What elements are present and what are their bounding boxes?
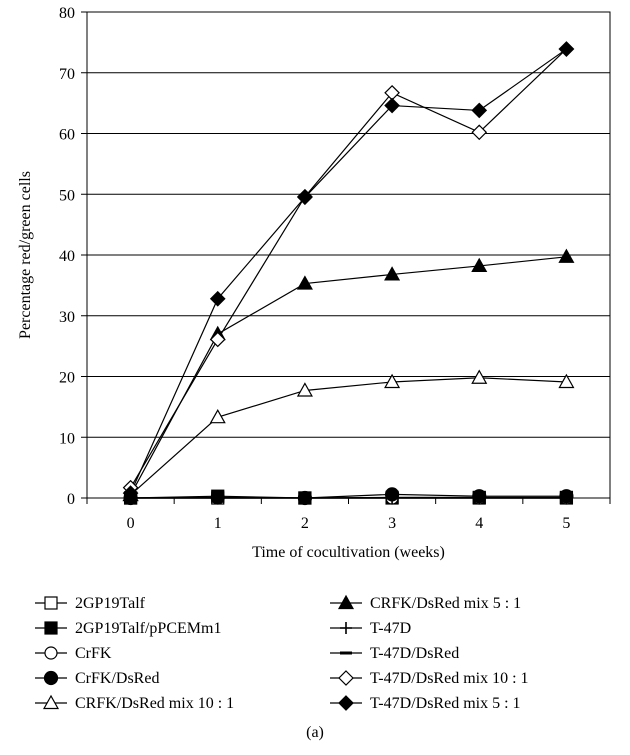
data-point [471, 102, 488, 119]
axes: 0 10 20 30 40 50 60 70 80 0 1 2 3 4 5 [59, 5, 611, 532]
y-tick-label: 30 [59, 309, 75, 326]
x-tick-label: 2 [301, 515, 309, 532]
data-point [296, 382, 313, 397]
legend-marker [43, 670, 59, 686]
data-point [384, 373, 401, 389]
legend-item: 2GP19Talf/pPCEMm1 [35, 620, 221, 637]
series-points [122, 248, 575, 502]
data-point [558, 373, 575, 389]
series-points [122, 41, 575, 496]
legend-item: T-47D/DsRed [330, 645, 459, 662]
data-point [471, 369, 488, 384]
data-point [211, 496, 224, 500]
data-point [471, 124, 488, 141]
legend-marker [337, 594, 355, 610]
figure-caption: (a) [306, 724, 324, 741]
legend-label: CrFK [75, 645, 112, 662]
y-tick-label: 50 [59, 187, 75, 204]
legend-item: CrFK [35, 645, 112, 662]
x-tick-label: 0 [127, 515, 135, 532]
y-tick-label: 40 [59, 248, 75, 265]
y-tick-label: 70 [59, 66, 75, 83]
legend-item: T-47D [330, 620, 411, 637]
data-point [384, 97, 400, 114]
legend-item: CRFK/DsRed mix 5 : 1 [330, 594, 521, 612]
data-point [560, 496, 573, 500]
legend-label: 2GP19Talf/pPCEMm1 [75, 620, 221, 637]
y-tick-label: 10 [59, 430, 75, 447]
x-tick-label: 3 [388, 515, 396, 532]
series-line [130, 377, 567, 496]
data-point [209, 290, 226, 307]
legend-label: T-47D [370, 620, 411, 637]
x-tick-label: 1 [214, 515, 222, 532]
legend-label: CRFK/DsRed mix 10 : 1 [75, 695, 234, 712]
legend-label: T-47D/DsRed mix 10 : 1 [370, 670, 529, 687]
legend-marker [44, 646, 58, 660]
x-tick-label: 5 [562, 515, 570, 532]
series-line [130, 48, 567, 494]
data-point [471, 257, 488, 273]
data-point [384, 266, 401, 281]
data-point [386, 496, 399, 500]
legend-label: 2GP19Talf [75, 595, 146, 612]
legend-marker [338, 670, 354, 686]
data-point [297, 189, 313, 206]
legend-marker [44, 621, 58, 635]
series-points [122, 41, 575, 501]
y-tick-label: 80 [59, 5, 75, 22]
legend-marker [340, 651, 352, 655]
legend-marker [44, 596, 58, 610]
y-tick-label: 20 [59, 370, 75, 387]
series-lines [130, 48, 567, 499]
series-markers [122, 41, 575, 506]
legend-item: T-47D/DsRed mix 5 : 1 [330, 695, 521, 712]
data-point [209, 331, 226, 348]
legend-item: CrFK/DsRed [35, 670, 159, 687]
series-line [130, 256, 567, 496]
data-point [384, 84, 400, 101]
legend-marker [340, 622, 352, 634]
legend-label: T-47D/DsRed mix 5 : 1 [370, 695, 521, 712]
legend-marker [338, 695, 354, 711]
data-point [473, 496, 486, 500]
x-tick-label: 4 [475, 515, 483, 532]
data-point [558, 248, 575, 263]
legend-item: CRFK/DsRed mix 10 : 1 [35, 694, 234, 712]
data-point [298, 496, 311, 500]
x-axis-label: Time of cocultivation (weeks) [252, 544, 445, 561]
legend-marker [42, 694, 60, 710]
legend: 2GP19Talf 2GP19Talf/pPCEMm1 CrFK CrFK/DsRed… [35, 594, 529, 712]
y-axis-label: Percentage red/green cells [17, 171, 34, 339]
y-tick-label: 0 [67, 491, 75, 508]
legend-label: T-47D/DsRed [370, 645, 459, 662]
legend-label: CRFK/DsRed mix 5 : 1 [370, 595, 521, 612]
y-tick-label: 60 [59, 127, 75, 144]
series-line [130, 48, 567, 488]
data-point [296, 275, 313, 290]
legend-label: CrFK/DsRed [75, 670, 159, 687]
series-points [122, 369, 575, 502]
data-point [209, 408, 226, 424]
data-point [558, 41, 575, 57]
legend-item: T-47D/DsRed mix 10 : 1 [330, 670, 529, 687]
gridlines [87, 72, 610, 438]
data-point [122, 485, 139, 501]
legend-item: 2GP19Talf [35, 595, 146, 612]
